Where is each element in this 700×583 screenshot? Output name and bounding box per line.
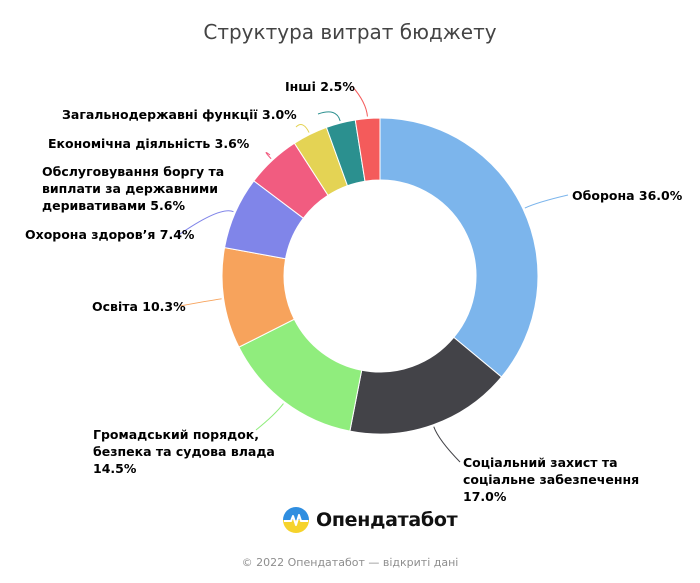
footer-credit: © 2022 Опендатабот — відкриті дані (241, 556, 459, 569)
label-debt-line3: деривативами 5.6% (42, 198, 185, 213)
brand-name: Опендатабот (316, 509, 458, 531)
label-debt: Обслуговування боргу та виплати за держа… (42, 163, 224, 214)
label-social-line3: 17.0% (463, 489, 507, 504)
connector-3 (255, 403, 284, 431)
connector-1 (524, 194, 569, 209)
connector-2 (433, 426, 461, 463)
label-social: Соціальний захист та соціальне забезпече… (463, 454, 639, 505)
label-social-line2: соціальне забезпечення (463, 472, 640, 487)
brand: Опендатабот (282, 505, 458, 535)
label-order: Громадський порядок, безпека та судова в… (93, 426, 275, 477)
chart-title: Структура витрат бюджету (203, 20, 497, 44)
label-general: Загальнодержавні функції 3.0% (62, 107, 297, 122)
connector-4 (179, 298, 222, 307)
opendatabot-logo-icon (283, 507, 309, 533)
label-osvita: Освіта 10.3% (92, 299, 186, 314)
label-social-line1: Соціальний захист та (463, 455, 618, 470)
connector-8 (317, 111, 341, 122)
label-econ: Економічна діяльність 3.6% (48, 136, 250, 151)
label-health: Охорона здоров’я 7.4% (25, 227, 195, 242)
label-debt-line1: Обслуговування боргу та (42, 164, 225, 179)
slice-9 (354, 117, 381, 182)
label-order-line1: Громадський порядок, (93, 427, 260, 442)
label-other: Інші 2.5% (285, 79, 355, 94)
label-oborona: Оборона 36.0% (572, 188, 683, 203)
slice-1 (379, 117, 539, 378)
connector-7 (295, 124, 310, 133)
connector-5 (179, 210, 234, 235)
connector-6 (265, 151, 272, 160)
label-order-line3: 14.5% (93, 461, 137, 476)
label-debt-line2: виплати за державними (42, 181, 218, 196)
label-order-line2: безпека та судова влада (93, 444, 275, 459)
connector-9 (351, 85, 368, 117)
